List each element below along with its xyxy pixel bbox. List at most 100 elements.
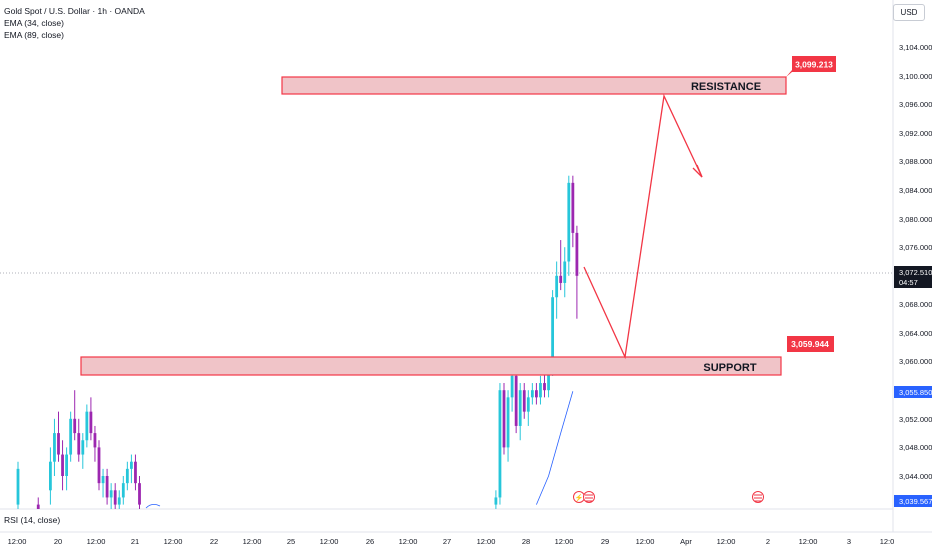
time-tick: 12:0 xyxy=(880,537,895,546)
candle-body[interactable] xyxy=(567,182,571,262)
candle-body[interactable] xyxy=(101,476,105,484)
time-tick: 12:00 xyxy=(8,537,27,546)
ema89-badge xyxy=(894,495,932,507)
time-tick: 28 xyxy=(522,537,530,546)
candle-body[interactable] xyxy=(97,447,101,484)
price-tick: 3,080.000 xyxy=(899,215,932,224)
candle-body[interactable] xyxy=(65,454,68,476)
support-price: 3,059.944 xyxy=(791,339,829,349)
time-tick: 3 xyxy=(847,537,851,546)
candle-body[interactable] xyxy=(563,261,567,283)
candle-body[interactable] xyxy=(498,390,502,498)
candle-body[interactable] xyxy=(547,368,550,391)
candle-body[interactable] xyxy=(57,433,60,455)
time-tick: 26 xyxy=(366,537,374,546)
time-tick: 12:00 xyxy=(399,537,418,546)
candle-body[interactable] xyxy=(510,375,514,398)
candle-body[interactable] xyxy=(494,497,498,505)
support-label: SUPPORT xyxy=(703,362,756,374)
price-tick: 3,104.000 xyxy=(899,43,932,52)
candle-body[interactable] xyxy=(61,454,64,476)
price-tick: 3,084.000 xyxy=(899,186,932,195)
time-tick: Apr xyxy=(680,537,692,546)
candle-body[interactable] xyxy=(522,390,526,412)
time-tick: 12:00 xyxy=(555,537,574,546)
candle-body[interactable] xyxy=(49,461,52,491)
candle-body[interactable] xyxy=(551,297,554,369)
price-tick: 3,092.000 xyxy=(899,129,932,138)
time-tick: 25 xyxy=(287,537,295,546)
ema34-badge xyxy=(894,386,932,398)
candle-body[interactable] xyxy=(36,504,40,509)
time-tick: 12:00 xyxy=(243,537,262,546)
price-tick: 3,100.000 xyxy=(899,72,932,81)
candles-layer xyxy=(16,175,579,509)
candle-body[interactable] xyxy=(113,490,117,505)
candle-body[interactable] xyxy=(543,383,546,391)
candle-body[interactable] xyxy=(73,418,77,434)
bar-countdown: 04:57 xyxy=(899,278,918,287)
price-tick: 3,088.000 xyxy=(899,157,932,166)
candle-body[interactable] xyxy=(134,461,137,484)
candle-body[interactable] xyxy=(571,182,575,233)
current-price-badge xyxy=(894,266,932,288)
candle-body[interactable] xyxy=(138,483,141,505)
currency-button[interactable]: USD xyxy=(893,4,925,21)
price-tick: 3,052.000 xyxy=(899,415,932,424)
ema89-legend[interactable]: EMA (89, close) xyxy=(4,30,64,40)
candle-body[interactable] xyxy=(53,433,56,462)
candle-body[interactable] xyxy=(526,397,530,412)
candle-body[interactable] xyxy=(81,440,85,455)
time-tick: 27 xyxy=(443,537,451,546)
us-flag-icon[interactable] xyxy=(583,491,595,503)
rsi-legend[interactable]: RSI (14, close) xyxy=(4,515,61,525)
candle-body[interactable] xyxy=(518,390,522,426)
candle-body[interactable] xyxy=(575,232,579,276)
time-tick: 29 xyxy=(601,537,609,546)
candle-body[interactable] xyxy=(535,390,538,398)
chart-legend: Gold Spot / U.S. Dollar · 1h · OANDA EMA… xyxy=(4,5,145,41)
current-price: 3,072.510 xyxy=(899,268,932,277)
candle-body[interactable] xyxy=(93,433,97,448)
candle-body[interactable] xyxy=(514,375,518,426)
resistance-label: RESISTANCE xyxy=(691,81,761,93)
candle-body[interactable] xyxy=(130,461,133,469)
time-tick: 22 xyxy=(210,537,218,546)
candle-body[interactable] xyxy=(121,483,125,498)
ema34-value: 3,055.850 xyxy=(899,388,932,397)
candle-body[interactable] xyxy=(506,397,510,448)
resistance-zone[interactable] xyxy=(281,76,787,95)
resistance-price: 3,099.213 xyxy=(795,60,833,70)
candle-body[interactable] xyxy=(69,418,73,455)
price-tick: 3,096.000 xyxy=(899,100,932,109)
candle-body[interactable] xyxy=(125,468,129,484)
time-tick: 12:00 xyxy=(799,537,818,546)
ema89-line xyxy=(145,504,161,509)
ema34-line xyxy=(536,391,574,505)
candle-body[interactable] xyxy=(85,411,89,441)
projection-path[interactable] xyxy=(583,93,703,360)
price-tick: 3,060.000 xyxy=(899,357,932,366)
support-zone[interactable] xyxy=(80,356,782,376)
candle-body[interactable] xyxy=(105,476,109,498)
candle-body[interactable] xyxy=(16,468,20,505)
event-icon[interactable]: ⚡ xyxy=(573,491,585,503)
candle-body[interactable] xyxy=(555,275,559,298)
candle-body[interactable] xyxy=(502,390,506,448)
ema89-value: 3,039.567 xyxy=(899,497,932,506)
candle-body[interactable] xyxy=(539,383,542,398)
price-tick: 3,068.000 xyxy=(899,300,932,309)
candle-body[interactable] xyxy=(109,490,113,498)
candle-body[interactable] xyxy=(89,411,93,434)
us-flag-icon[interactable] xyxy=(752,491,764,503)
candle-body[interactable] xyxy=(530,390,534,398)
time-tick: 12:00 xyxy=(477,537,496,546)
candle-body[interactable] xyxy=(559,275,563,283)
candle-body[interactable] xyxy=(77,433,81,455)
symbol-title[interactable]: Gold Spot / U.S. Dollar · 1h · OANDA xyxy=(4,6,145,16)
candle-body[interactable] xyxy=(117,497,121,505)
time-tick: 21 xyxy=(131,537,139,546)
ema34-legend[interactable]: EMA (34, close) xyxy=(4,18,64,28)
price-tick: 3,064.000 xyxy=(899,329,932,338)
